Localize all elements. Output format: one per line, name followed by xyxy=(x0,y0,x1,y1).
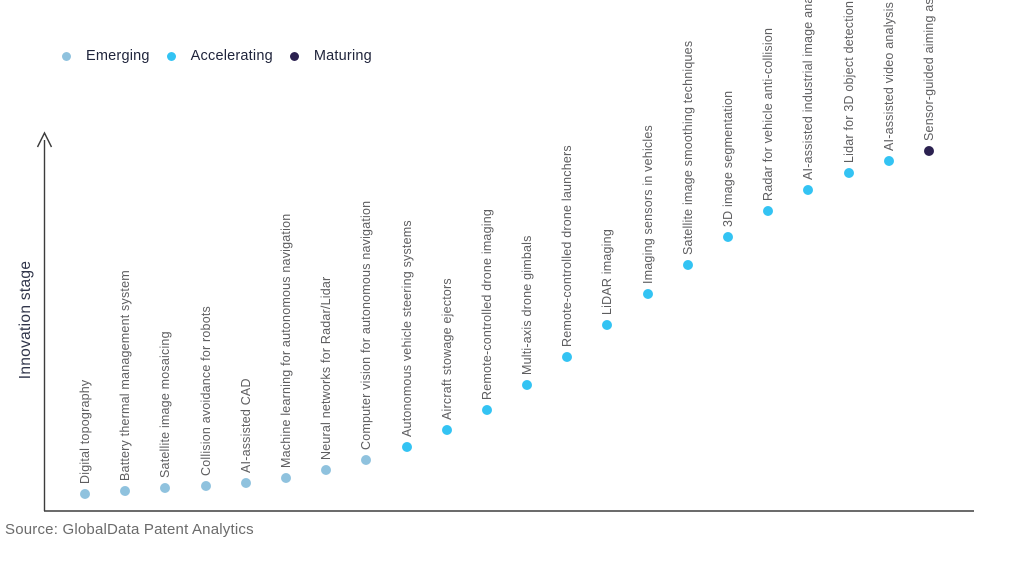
data-point-dot xyxy=(883,156,894,167)
data-point-dot xyxy=(401,441,412,452)
data-point-label: Neural networks for Radar/Lidar xyxy=(319,276,334,460)
data-point-dot xyxy=(280,472,291,483)
legend-dot-icon xyxy=(62,51,71,61)
legend-item-maturing: Maturing xyxy=(289,48,372,64)
data-point-label: Multi-axis drone gimbals xyxy=(520,235,535,375)
data-point-dot xyxy=(843,168,854,179)
legend-label: Emerging xyxy=(86,48,150,64)
legend-dot-icon xyxy=(289,51,299,61)
data-point-dot xyxy=(803,185,814,196)
data-point-label: Radar for vehicle anti-collision xyxy=(761,27,776,201)
data-point-label: Sensor-guided aiming assists xyxy=(921,0,936,142)
data-point-label: AI-assisted industrial image analysis xyxy=(801,0,816,181)
data-point-label: Machine learning for autonomous navigati… xyxy=(278,213,293,468)
data-point-dot xyxy=(441,425,452,436)
data-point-dot xyxy=(923,146,934,157)
data-point-label: Satellite image smoothing techniques xyxy=(680,40,695,256)
data-point-dot xyxy=(481,405,492,416)
data-point-label: Imaging sensors in vehicles xyxy=(640,125,655,284)
data-point-dot xyxy=(120,485,131,496)
data-point-label: Aircraft stowage ejectors xyxy=(439,278,454,421)
legend-label: Accelerating xyxy=(190,48,273,64)
legend-item-accelerating: Accelerating xyxy=(166,48,273,64)
data-point-label: AI-assisted video analysis xyxy=(881,2,896,152)
y-axis-arrow-icon xyxy=(36,131,53,148)
data-point-dot xyxy=(80,488,90,499)
data-point-label: Digital topography xyxy=(78,379,92,484)
chart-legend: Emerging Accelerating Maturing xyxy=(62,48,372,64)
data-point-label: Satellite image mosaicing xyxy=(158,331,173,478)
data-point-dot xyxy=(160,482,171,493)
data-point-dot xyxy=(361,455,372,466)
data-point-label: Collision avoidance for robots xyxy=(198,306,213,477)
data-point-dot xyxy=(562,352,573,363)
data-point-label: Remote-controlled drone imaging xyxy=(479,209,494,401)
data-point-label: AI-assisted CAD xyxy=(238,378,253,474)
data-point-dot xyxy=(200,481,211,492)
data-point-label: Battery thermal management system xyxy=(118,270,133,481)
data-point-label: 3D image segmentation xyxy=(721,90,736,227)
source-attribution: Source: GlobalData Patent Analytics xyxy=(5,521,254,538)
data-point-dot xyxy=(602,320,613,331)
data-point-label: Computer vision for autonomous navigatio… xyxy=(359,200,374,451)
legend-label: Maturing xyxy=(313,48,372,64)
y-axis-label: Innovation stage xyxy=(17,260,34,380)
data-point-label: LiDAR imaging xyxy=(600,229,615,316)
data-point-dot xyxy=(642,288,653,299)
data-point-label: Remote-controlled drone launchers xyxy=(560,145,575,348)
data-point-label: Autonomous vehicle steering systems xyxy=(399,219,414,437)
data-point-dot xyxy=(321,464,332,475)
data-point-dot xyxy=(763,205,774,216)
data-point-dot xyxy=(522,379,533,390)
data-point-dot xyxy=(723,231,734,242)
data-point-dot xyxy=(682,260,693,271)
legend-item-emerging: Emerging xyxy=(62,48,150,64)
legend-dot-icon xyxy=(166,51,176,61)
data-point-label: Lidar for 3D object detection xyxy=(841,0,856,164)
data-point-dot xyxy=(240,478,251,489)
